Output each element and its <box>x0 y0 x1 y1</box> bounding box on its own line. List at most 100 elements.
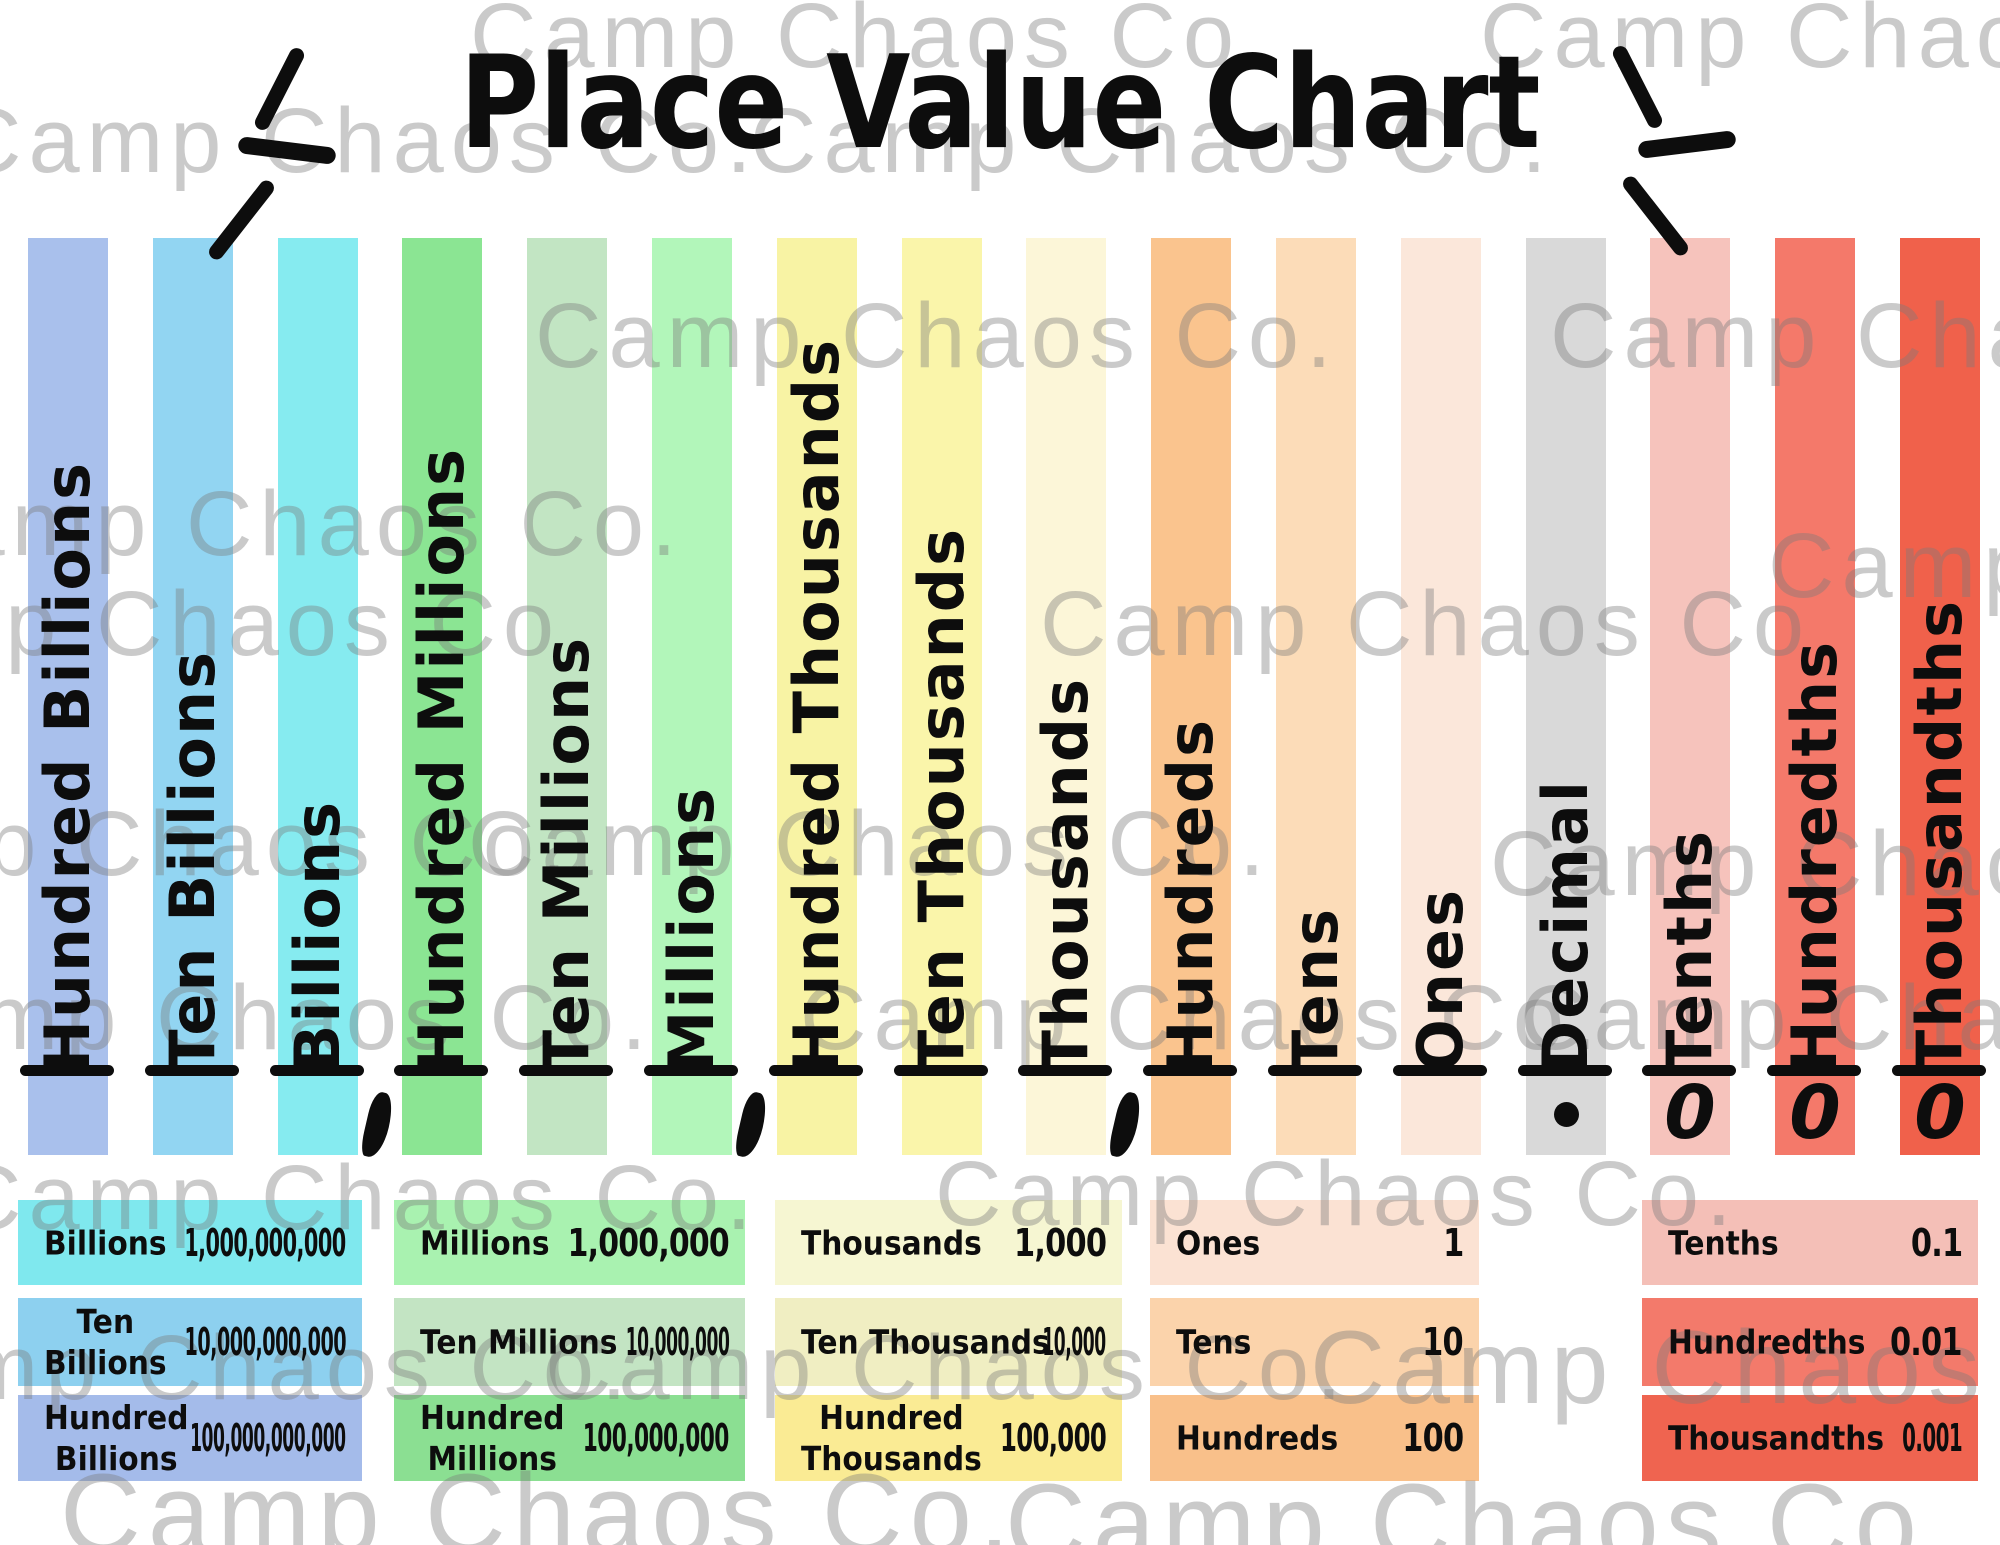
watermark-text: Camp Chaos Co. <box>1480 0 2000 87</box>
watermark-text: Camp Chaos Co. <box>470 0 1274 87</box>
legend-box-hundred-billions: Hundred Billions 100,000,000,000 <box>18 1395 362 1481</box>
legend-label: Billions <box>44 1222 167 1262</box>
below-line-zero: 0 <box>1664 1070 1716 1156</box>
watermark-text: Camp Chaos Co. <box>1550 285 2000 387</box>
column-underline <box>1393 1065 1487 1076</box>
column-ten-billions: Ten Billions <box>145 238 239 1155</box>
legend-label: Tens <box>1176 1322 1252 1362</box>
column-hundredths: Hundredths 0 <box>1767 238 1861 1156</box>
legend-value: 100,000 <box>999 1416 1107 1460</box>
below-line-zero: 0 <box>1789 1070 1841 1156</box>
column-hundred-billions: Hundred Billions <box>20 238 114 1155</box>
watermark-text: Camp Chaos Co. <box>800 967 1604 1069</box>
watermark-text: Camp Chaos Co. <box>935 1143 1739 1245</box>
legend-value: 10,000,000 <box>625 1320 729 1364</box>
column-underline <box>1518 1065 1612 1076</box>
column-underline <box>519 1065 613 1076</box>
column-thousandths: Thousandths 0 <box>1892 238 1986 1156</box>
legend-box-hundreds: Hundreds 100 <box>1150 1395 1479 1481</box>
column-underline <box>1767 1065 1861 1076</box>
watermark-text: Camp Chaos Co. <box>1490 813 2000 915</box>
column-label: Tens <box>1279 906 1352 1072</box>
watermark-text: Camp Chaos Co. <box>0 793 574 895</box>
column-hundred-thousands: Hundred Thousands <box>769 238 863 1155</box>
column-ones: Ones <box>1393 238 1487 1155</box>
legend-box-billions: Billions 1,000,000,000 <box>18 1200 362 1285</box>
column-label: Ones <box>1404 888 1477 1072</box>
column-label: Billions <box>281 800 354 1072</box>
column-underline <box>1268 1065 1362 1076</box>
column-decimal: Decimal <box>1518 238 1612 1155</box>
thousands-separator-comma <box>732 1090 771 1160</box>
watermark-text: Camp Chaos Co. <box>1768 515 2000 617</box>
column-underline <box>644 1065 738 1076</box>
legend-value: 10,000,000,000 <box>184 1320 346 1364</box>
legend-value: 0.001 <box>1901 1416 1963 1460</box>
column-underline <box>1018 1065 1112 1076</box>
legend-box-thousands: Thousands 1,000 <box>775 1200 1122 1285</box>
legend-box-millions: Millions 1,000,000 <box>394 1200 745 1285</box>
column-underline <box>1143 1065 1237 1076</box>
watermark-text: Camp Chaos Co. <box>0 1317 634 1419</box>
column-label: Hundreds <box>1154 717 1227 1072</box>
legend-value: 1,000,000,000 <box>184 1220 346 1265</box>
column-tenths: Tenths 0 <box>1642 238 1736 1156</box>
legend-box-tens: Tens 10 <box>1150 1298 1479 1386</box>
column-underline <box>145 1065 239 1076</box>
column-millions: Millions <box>644 238 738 1155</box>
legend-value: 10 <box>1422 1320 1464 1364</box>
column-label: Hundred Thousands <box>780 337 853 1072</box>
legend-label: Hundred Thousands <box>801 1397 982 1478</box>
column-underline <box>1642 1065 1736 1076</box>
column-label: Hundredths <box>1778 639 1851 1072</box>
column-ten-millions: Ten Millions <box>519 238 613 1155</box>
watermark-text: Camp Chaos Co. <box>60 1451 1018 1545</box>
column-label: Ten Millions <box>530 635 603 1072</box>
legend-box-ones: Ones 1 <box>1150 1200 1479 1285</box>
legend-label: Hundredths <box>1668 1322 1866 1362</box>
column-label: Decimal <box>1529 778 1602 1072</box>
legend-label: Millions <box>420 1222 550 1262</box>
column-underline <box>769 1065 863 1076</box>
column-underline <box>270 1065 364 1076</box>
legend-label: Ten Millions <box>420 1322 618 1362</box>
legend-box-ten-millions: Ten Millions 10,000,000 <box>394 1298 745 1386</box>
watermark-text: Camp Chaos Co. <box>1520 967 2000 1069</box>
column-ten-thousands: Ten Thousands <box>894 238 988 1155</box>
legend-label: Thousands <box>801 1222 982 1262</box>
legend-value: 10,000 <box>1042 1320 1107 1364</box>
watermark-text: Camp Chaos Co. <box>535 285 1339 387</box>
legend-box-thousandths: Thousandths 0.001 <box>1642 1395 1978 1481</box>
column-thousands: Thousands <box>1018 238 1112 1155</box>
column-label: Millions <box>655 785 728 1072</box>
legend-label: Ten Thousands <box>801 1322 1050 1362</box>
decimal-point <box>1554 1102 1579 1127</box>
legend-label: Ones <box>1176 1222 1261 1262</box>
watermark-text: Camp Chaos Co. <box>0 573 594 675</box>
legend-value: 0.1 <box>1910 1220 1963 1265</box>
below-line-zero: 0 <box>1914 1070 1966 1156</box>
legend-box-ten-thousands: Ten Thousands 10,000 <box>775 1298 1122 1386</box>
legend-value: 100 <box>1401 1416 1464 1460</box>
watermark-text: Camp Chaos Co. <box>0 967 654 1069</box>
legend-label: Tenths <box>1668 1222 1779 1262</box>
legend-value: 100,000,000 <box>582 1416 730 1460</box>
legend-box-hundredths: Hundredths 0.01 <box>1642 1298 1978 1386</box>
column-label: Thousandths <box>1903 598 1976 1072</box>
legend-box-ten-billions: Ten Billions 10,000,000,000 <box>18 1298 362 1386</box>
column-label: Ten Billions <box>156 650 229 1072</box>
column-label: Ten Thousands <box>905 526 978 1072</box>
legend-value: 100,000,000,000 <box>190 1416 346 1460</box>
column-underline <box>20 1065 114 1076</box>
watermark-text: Camp Chaos Co. <box>468 793 1272 895</box>
column-underline <box>394 1065 488 1076</box>
legend-box-tenths: Tenths 0.1 <box>1642 1200 1978 1285</box>
legend-label: Thousandths <box>1668 1418 1885 1458</box>
column-hundreds: Hundreds <box>1143 238 1237 1155</box>
column-billions: Billions <box>270 238 364 1155</box>
watermark-text: Camp Chaos Co. <box>0 90 759 192</box>
legend-value: 1,000 <box>1013 1220 1107 1265</box>
watermark-text: Camp Chaos Co. <box>0 473 684 575</box>
watermark-text: Camp Chaos Co. <box>1310 1310 2000 1426</box>
